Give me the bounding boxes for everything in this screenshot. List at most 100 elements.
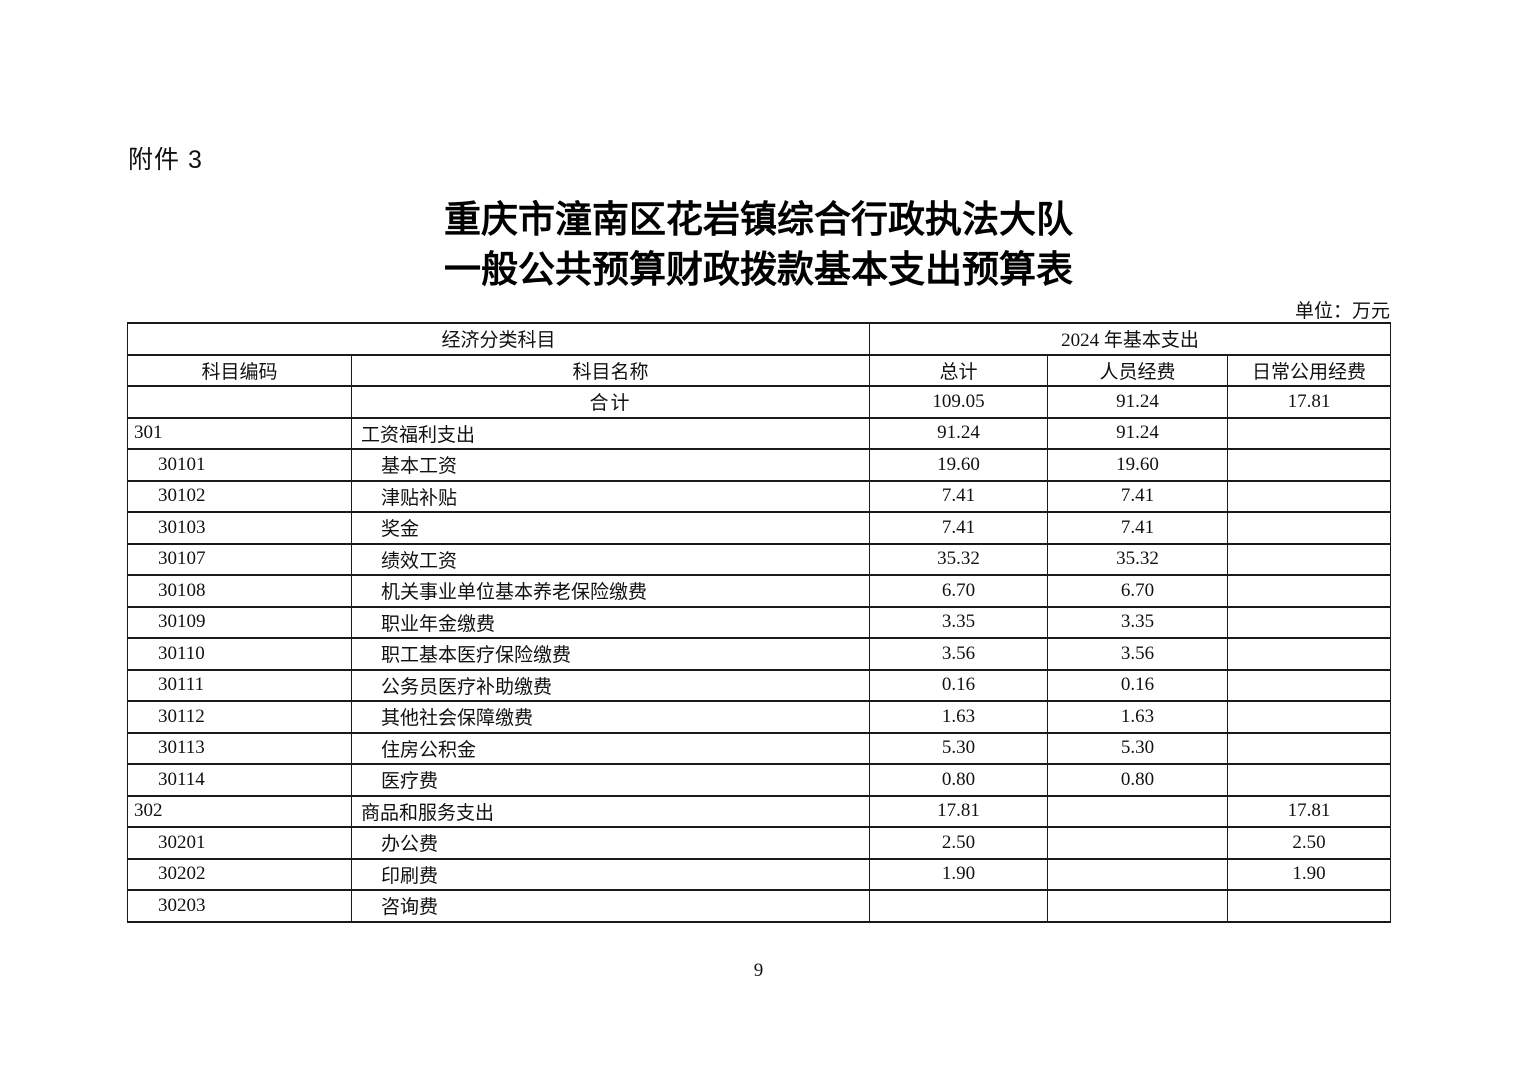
cell-total: 91.24: [869, 416, 1049, 450]
cell-subject-name: 工资福利支出: [350, 416, 871, 450]
table-row: 30108 机关事业单位基本养老保险缴费 6.70 6.70: [127, 574, 1392, 608]
document-title: 重庆市潼南区花岩镇综合行政执法大队 一般公共预算财政拨款基本支出预算表: [127, 196, 1390, 296]
cell-total: 3.35: [869, 605, 1049, 639]
cell-total: 35.32: [869, 542, 1049, 576]
cell-subject-code: 30112: [127, 700, 352, 734]
cell-personnel-funds: 0.80: [1047, 763, 1229, 797]
page-number: 9: [753, 960, 764, 981]
cell-total: 17.81: [869, 794, 1049, 828]
cell-subject-name: 机关事业单位基本养老保险缴费: [350, 574, 871, 608]
cell-daily-public-funds: 17.81: [1227, 794, 1392, 828]
cell-subject-code: 30202: [127, 857, 352, 891]
budget-table: 经济分类科目 2024 年基本支出 科目编码 科目名称 总计 人员经费 日常公用…: [126, 322, 1392, 923]
cell-subject-name: 商品和服务支出: [350, 794, 871, 828]
unit-label: 单位：万元: [1294, 301, 1390, 322]
cell-total: [869, 889, 1049, 923]
table-row: 30203 咨询费: [127, 889, 1392, 923]
header-subject-name: 科目名称: [350, 353, 871, 387]
cell-daily-public-funds: [1227, 637, 1392, 671]
cell-subject-name: 职工基本医疗保险缴费: [350, 637, 871, 671]
cell-personnel-funds: [1047, 857, 1229, 891]
cell-personnel-funds: [1047, 889, 1229, 923]
cell-daily-public-funds: 17.81: [1227, 385, 1392, 419]
cell-subject-name: 其他社会保障缴费: [350, 700, 871, 734]
cell-total: 7.41: [869, 479, 1049, 513]
table-row: 30102 津贴补贴 7.41 7.41: [127, 479, 1392, 513]
cell-personnel-funds: 5.30: [1047, 731, 1229, 765]
cell-subject-code: 30102: [127, 479, 352, 513]
cell-personnel-funds: 91.24: [1047, 385, 1229, 419]
cell-daily-public-funds: 2.50: [1227, 826, 1392, 860]
cell-subject-code: 301: [127, 416, 352, 450]
cell-subject-code: 30101: [127, 448, 352, 482]
table-row: 30202 印刷费 1.90 1.90: [127, 857, 1392, 891]
cell-daily-public-funds: [1227, 763, 1392, 797]
cell-subject-code: 30201: [127, 826, 352, 860]
attachment-label: 附件 3: [128, 146, 203, 174]
cell-daily-public-funds: [1227, 889, 1392, 923]
cell-total: 6.70: [869, 574, 1049, 608]
cell-subject-code: 302: [127, 794, 352, 828]
cell-subject-code: 30113: [127, 731, 352, 765]
cell-total: 3.56: [869, 637, 1049, 671]
cell-personnel-funds: 35.32: [1047, 542, 1229, 576]
cell-daily-public-funds: [1227, 416, 1392, 450]
table-row: 301 工资福利支出 91.24 91.24: [127, 416, 1392, 450]
cell-subject-name: 住房公积金: [350, 731, 871, 765]
cell-subject-name: 绩效工资: [350, 542, 871, 576]
cell-personnel-funds: 0.16: [1047, 668, 1229, 702]
cell-total: 0.16: [869, 668, 1049, 702]
cell-total: 19.60: [869, 448, 1049, 482]
table-body: 合计 109.05 91.24 17.81 301 工资福利支出 91.24 91.24 301…: [127, 385, 1392, 923]
cell-daily-public-funds: [1227, 731, 1392, 765]
cell-subject-code: 30109: [127, 605, 352, 639]
cell-subject-code: 30103: [127, 511, 352, 545]
cell-daily-public-funds: [1227, 511, 1392, 545]
cell-personnel-funds: 91.24: [1047, 416, 1229, 450]
cell-total: 0.80: [869, 763, 1049, 797]
cell-total: 7.41: [869, 511, 1049, 545]
cell-subject-code: 30114: [127, 763, 352, 797]
cell-total: 1.90: [869, 857, 1049, 891]
table-row: 30101 基本工资 19.60 19.60: [127, 448, 1392, 482]
table-row: 30112 其他社会保障缴费 1.63 1.63: [127, 700, 1392, 734]
cell-subject-code: 30108: [127, 574, 352, 608]
cell-daily-public-funds: [1227, 448, 1392, 482]
cell-personnel-funds: 1.63: [1047, 700, 1229, 734]
header-subject-code: 科目编码: [127, 353, 352, 387]
cell-subject-name: 津贴补贴: [350, 479, 871, 513]
title-line-1: 重庆市潼南区花岩镇综合行政执法大队: [444, 200, 1073, 241]
table-row: 30107 绩效工资 35.32 35.32: [127, 542, 1392, 576]
table-row: 30111 公务员医疗补助缴费 0.16 0.16: [127, 668, 1392, 702]
header-daily-public-funds: 日常公用经费: [1227, 353, 1392, 387]
cell-subject-code: 30107: [127, 542, 352, 576]
cell-total: 2.50: [869, 826, 1049, 860]
header-group-row: 经济分类科目 2024 年基本支出: [126, 322, 1392, 356]
cell-daily-public-funds: [1227, 542, 1392, 576]
cell-daily-public-funds: [1227, 668, 1392, 702]
cell-subject-name: 咨询费: [350, 889, 871, 923]
cell-personnel-funds: [1047, 794, 1229, 828]
cell-subject-name: 公务员医疗补助缴费: [350, 668, 871, 702]
cell-daily-public-funds: [1227, 479, 1392, 513]
cell-subject-name: 医疗费: [350, 763, 871, 797]
cell-subject-name: 合计: [350, 385, 871, 419]
cell-personnel-funds: 19.60: [1047, 448, 1229, 482]
cell-subject-name: 职业年金缴费: [350, 605, 871, 639]
cell-subject-name: 印刷费: [350, 857, 871, 891]
cell-subject-code: 30110: [127, 637, 352, 671]
cell-daily-public-funds: 1.90: [1227, 857, 1392, 891]
cell-personnel-funds: 7.41: [1047, 479, 1229, 513]
table-row: 30113 住房公积金 5.30 5.30: [127, 731, 1392, 765]
header-2024-basic-expenditure: 2024 年基本支出: [869, 322, 1392, 356]
cell-subject-code: 30203: [127, 889, 352, 923]
table-row: 30109 职业年金缴费 3.35 3.35: [127, 605, 1392, 639]
cell-personnel-funds: 3.35: [1047, 605, 1229, 639]
cell-subject-name: 办公费: [350, 826, 871, 860]
table-row: 30110 职工基本医疗保险缴费 3.56 3.56: [127, 637, 1392, 671]
cell-subject-name: 基本工资: [350, 448, 871, 482]
cell-total: 5.30: [869, 731, 1049, 765]
header-columns-row: 科目编码 科目名称 总计 人员经费 日常公用经费: [127, 353, 1392, 387]
cell-personnel-funds: 3.56: [1047, 637, 1229, 671]
